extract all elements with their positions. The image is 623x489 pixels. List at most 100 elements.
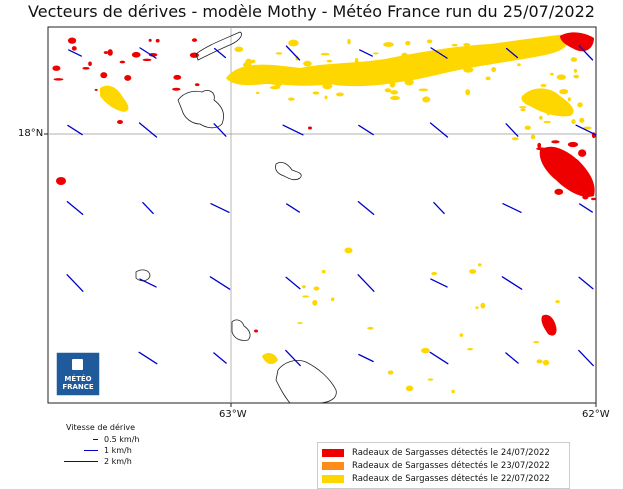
drift-legend-title: Vitesse de dérive xyxy=(66,423,136,432)
lon-tick-63w: 63°W xyxy=(219,409,247,420)
sargassum-patch xyxy=(173,74,182,80)
sargassum-patch xyxy=(376,71,386,75)
sargassum-patch xyxy=(234,46,244,53)
sargassum-patch xyxy=(567,141,579,148)
sargassum-patch xyxy=(390,90,399,95)
island-saba xyxy=(135,269,151,282)
sargassum-patch xyxy=(142,58,152,62)
sargassum-patch xyxy=(582,194,589,200)
sargassum-patch xyxy=(418,88,429,92)
sargassum-patch xyxy=(299,70,305,73)
sargassum-patch xyxy=(546,93,554,97)
sargassum-patch xyxy=(451,389,455,394)
sargassum-patch xyxy=(591,197,597,201)
sargassum-patch xyxy=(526,48,532,53)
drift-legend-line-icon xyxy=(93,439,98,440)
sargassum-patch xyxy=(567,97,571,102)
drift-vector xyxy=(579,203,593,213)
sargassum-patch xyxy=(520,108,526,112)
sargassum-patch xyxy=(387,67,392,74)
sargassum-patch xyxy=(551,140,560,144)
sargassum-patch xyxy=(400,61,404,68)
sargassum-patch xyxy=(543,120,551,124)
sargassum-patch xyxy=(431,271,438,276)
sargassum-patch xyxy=(465,89,471,96)
sargassum-patch xyxy=(56,177,66,185)
sargassum-patch xyxy=(255,91,260,95)
sargassum-patch xyxy=(405,385,414,392)
lat-tick-18n: 18°N xyxy=(18,128,44,139)
sargassum-patch xyxy=(322,82,333,90)
sargassum-patch xyxy=(274,80,283,87)
sargassum-patch xyxy=(302,285,306,289)
sargassum-legend-row: Radeaux de Sargasses détectés le 23/07/2… xyxy=(322,459,565,472)
sargassum-red-northeast xyxy=(560,32,594,52)
sargassum-patch xyxy=(564,180,575,188)
sargassum-patch xyxy=(554,188,564,195)
sargassum-patch xyxy=(148,52,158,57)
sargassum-patch xyxy=(303,60,312,67)
sargassum-patch xyxy=(517,63,521,67)
sargassum-patch xyxy=(556,74,566,80)
island-saint-kitts xyxy=(275,360,337,404)
logo-text-line1: MÉTÉO xyxy=(64,374,91,383)
sargassum-patch xyxy=(155,38,160,43)
map-title: Vecteurs de dérives - modèle Mothy - Mét… xyxy=(28,2,595,21)
drift-legend-label: 0.5 km/h xyxy=(104,435,140,444)
sargassum-patch xyxy=(571,119,576,125)
sargassum-patch xyxy=(320,52,330,56)
sargassum-patch xyxy=(268,65,279,69)
drift-vector xyxy=(578,349,594,367)
sargassum-patch xyxy=(573,68,578,73)
sargassum-legend-row: Radeaux de Sargasses détectés le 22/07/2… xyxy=(322,472,565,485)
drift-vector xyxy=(501,276,523,290)
sargassum-patch xyxy=(372,52,379,55)
sargassum-patch xyxy=(558,103,565,109)
sargassum-patch xyxy=(107,49,113,56)
sargassum-patch xyxy=(577,102,583,108)
sargassum-patch xyxy=(533,100,542,106)
drift-vector xyxy=(66,274,84,292)
drift-vector xyxy=(578,45,594,61)
sargassum-patch xyxy=(189,52,199,58)
sargassum-patch xyxy=(469,269,477,274)
sargassum-patch xyxy=(327,72,332,78)
sargassum-patch xyxy=(548,165,552,168)
islands xyxy=(135,31,337,404)
drift-vector xyxy=(505,47,519,59)
drift-vectors xyxy=(66,45,597,367)
sargassum-22-07-2022 xyxy=(100,34,574,365)
legend-swatch-22-07 xyxy=(322,474,344,483)
sargassum-patch xyxy=(52,65,61,71)
legend-swatch-24-07 xyxy=(322,448,344,457)
sargassum-patch xyxy=(191,38,198,42)
sargassum-red-southeast xyxy=(541,314,557,336)
sargassum-patch xyxy=(555,300,560,304)
sargassum-patch xyxy=(288,41,293,44)
drift-vector xyxy=(139,47,157,59)
lon-tick-62w: 62°W xyxy=(582,409,610,420)
drift-vector xyxy=(139,278,157,288)
sargassum-patch xyxy=(389,81,396,88)
sargassum-patch xyxy=(71,46,77,51)
sargassum-patch xyxy=(119,60,126,64)
sargassum-patch xyxy=(451,43,458,47)
drift-legend-label: 2 km/h xyxy=(104,457,132,466)
drift-vector xyxy=(213,47,227,59)
drift-vector xyxy=(285,276,301,290)
sargassum-patch xyxy=(570,174,576,181)
sargassum-patch xyxy=(367,326,374,330)
sargassum-patch xyxy=(297,322,303,325)
sargassum-patch xyxy=(533,341,540,344)
sargassum-patch xyxy=(53,78,64,81)
sargassum-patch xyxy=(462,47,472,51)
sargassum-patch xyxy=(475,306,479,309)
sargassum-patch xyxy=(117,120,123,124)
island-anguilla xyxy=(195,31,242,61)
drift-vector xyxy=(210,203,230,213)
drift-vector xyxy=(286,203,300,213)
sargassum-patch xyxy=(579,117,585,123)
drift-legend-label: 1 km/h xyxy=(104,446,132,455)
drift-legend-row: 0.5 km/h xyxy=(40,434,139,445)
